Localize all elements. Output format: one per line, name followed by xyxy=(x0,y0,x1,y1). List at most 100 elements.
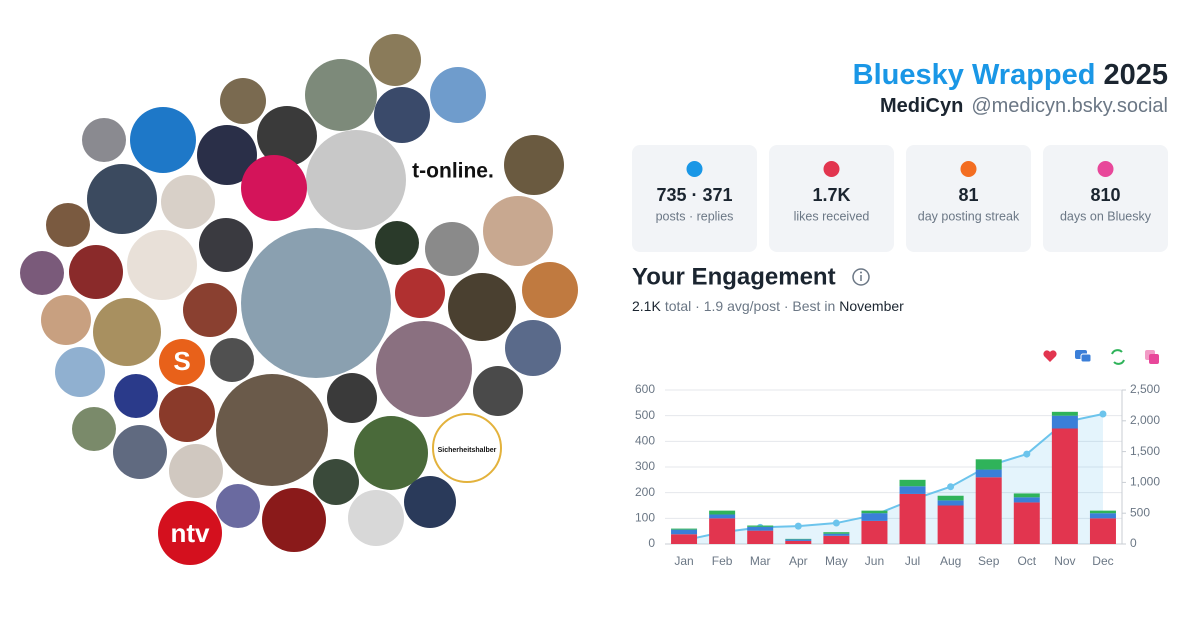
avatar xyxy=(306,130,406,230)
y2-tick-label: 1,500 xyxy=(1130,444,1160,458)
bar-segment xyxy=(975,459,1002,470)
bar-segment xyxy=(823,533,850,536)
avatar xyxy=(197,125,257,185)
x-tick-label: Mar xyxy=(750,554,771,568)
y-tick-label: 400 xyxy=(635,434,655,448)
avatar xyxy=(354,416,428,490)
avatar xyxy=(376,321,472,417)
avatar xyxy=(327,373,377,423)
avatar xyxy=(241,228,391,378)
avatar xyxy=(210,338,254,382)
x-tick-label: Apr xyxy=(789,554,808,568)
avatar xyxy=(82,118,126,162)
y-tick-label: 500 xyxy=(635,408,655,422)
stat-label: days on Bluesky xyxy=(1060,209,1152,223)
logo-text: ntv xyxy=(171,518,211,548)
avatar xyxy=(483,196,553,266)
avatar xyxy=(114,374,158,418)
avatar xyxy=(395,268,445,318)
avatar xyxy=(425,222,479,276)
stat-value: 1.7K xyxy=(812,185,850,205)
avatar xyxy=(216,374,328,486)
avatar xyxy=(183,283,237,337)
stat-value: 735 · 371 xyxy=(656,185,732,205)
avatar xyxy=(161,175,215,229)
x-tick-label: Feb xyxy=(712,554,733,568)
x-tick-label: Jul xyxy=(905,554,920,568)
line-point xyxy=(947,483,955,491)
avatar xyxy=(113,425,167,479)
bar-segment xyxy=(1089,510,1116,514)
bar-segment xyxy=(1013,493,1040,498)
stat-card xyxy=(1043,145,1168,252)
line-point xyxy=(1023,450,1031,458)
y2-tick-label: 0 xyxy=(1130,536,1137,550)
avatar xyxy=(430,67,486,123)
year: 2025 xyxy=(1103,59,1168,91)
summary: 2.1K total · 1.9 avg/post · Best in Novemb… xyxy=(632,298,904,314)
y-tick-label: 300 xyxy=(635,459,655,473)
avatar xyxy=(158,501,222,565)
avatar xyxy=(375,221,419,265)
line-point xyxy=(832,519,840,527)
avatar xyxy=(199,218,253,272)
bar-segment xyxy=(1051,411,1078,416)
bar-segment xyxy=(671,529,698,535)
bar-segment xyxy=(975,469,1002,478)
bar-segment xyxy=(747,526,774,531)
bar-segment xyxy=(785,539,812,541)
avatar xyxy=(262,488,326,552)
bar-segment xyxy=(861,520,888,544)
x-tick-label: Sep xyxy=(978,554,1000,568)
avatar xyxy=(432,413,502,483)
bar-segment xyxy=(899,493,926,544)
avatar xyxy=(369,34,421,86)
y-tick-label: 0 xyxy=(648,536,655,550)
legend-likes[interactable] xyxy=(1043,350,1057,362)
avatar xyxy=(216,484,260,528)
avatar xyxy=(55,347,105,397)
legend-reposts[interactable] xyxy=(1111,349,1125,365)
brand: Bluesky Wrapped xyxy=(853,59,1096,91)
bar-segment xyxy=(1013,502,1040,544)
title: Bluesky Wrapped 2025 xyxy=(853,59,1168,91)
stat-value: 810 xyxy=(1090,185,1120,205)
info-icon[interactable] xyxy=(852,268,870,286)
avatar xyxy=(20,251,64,295)
y-tick-label: 100 xyxy=(635,511,655,525)
bar-segment xyxy=(709,514,736,519)
bar-segment xyxy=(709,518,736,544)
avatar-cloud: t-online. ntv S Sicherheitshalber xyxy=(20,34,578,565)
user-name: MediCyn xyxy=(880,95,963,117)
stat-card xyxy=(769,145,894,252)
bar-segment xyxy=(1051,428,1078,544)
avatar xyxy=(241,155,307,221)
bar-segment xyxy=(785,540,812,544)
x-tick-label: Oct xyxy=(1017,554,1036,568)
x-tick-label: Jan xyxy=(674,554,693,568)
stat-label: day posting streak xyxy=(918,209,1020,223)
y2-tick-label: 1,000 xyxy=(1130,475,1160,489)
x-tick-label: Jun xyxy=(865,554,884,568)
bar-segment xyxy=(937,505,964,544)
legend-replies-b xyxy=(1080,353,1092,363)
stats: 735 · 371 posts · replies 1.7K likes receiv… xyxy=(632,145,1168,252)
x-tick-label: Dec xyxy=(1092,554,1113,568)
y-tick-label: 600 xyxy=(635,382,655,396)
avatar xyxy=(522,262,578,318)
bar-segment xyxy=(1089,518,1116,544)
bar-segment xyxy=(823,535,850,544)
bar-segment xyxy=(823,532,850,534)
stat-label: likes received xyxy=(794,209,870,223)
summary-total: 2.1K xyxy=(632,298,661,314)
avatar xyxy=(159,386,215,442)
subtitle: MediCyn @medicyn.bsky.social xyxy=(880,95,1168,117)
y2-tick-label: 2,000 xyxy=(1130,413,1160,427)
avatar xyxy=(93,298,161,366)
y2-tick-label: 2,500 xyxy=(1130,382,1160,396)
info-icon-dot xyxy=(860,271,862,274)
stat-icon xyxy=(960,161,977,177)
y-tick-label: 200 xyxy=(635,485,655,499)
avatar xyxy=(348,490,404,546)
